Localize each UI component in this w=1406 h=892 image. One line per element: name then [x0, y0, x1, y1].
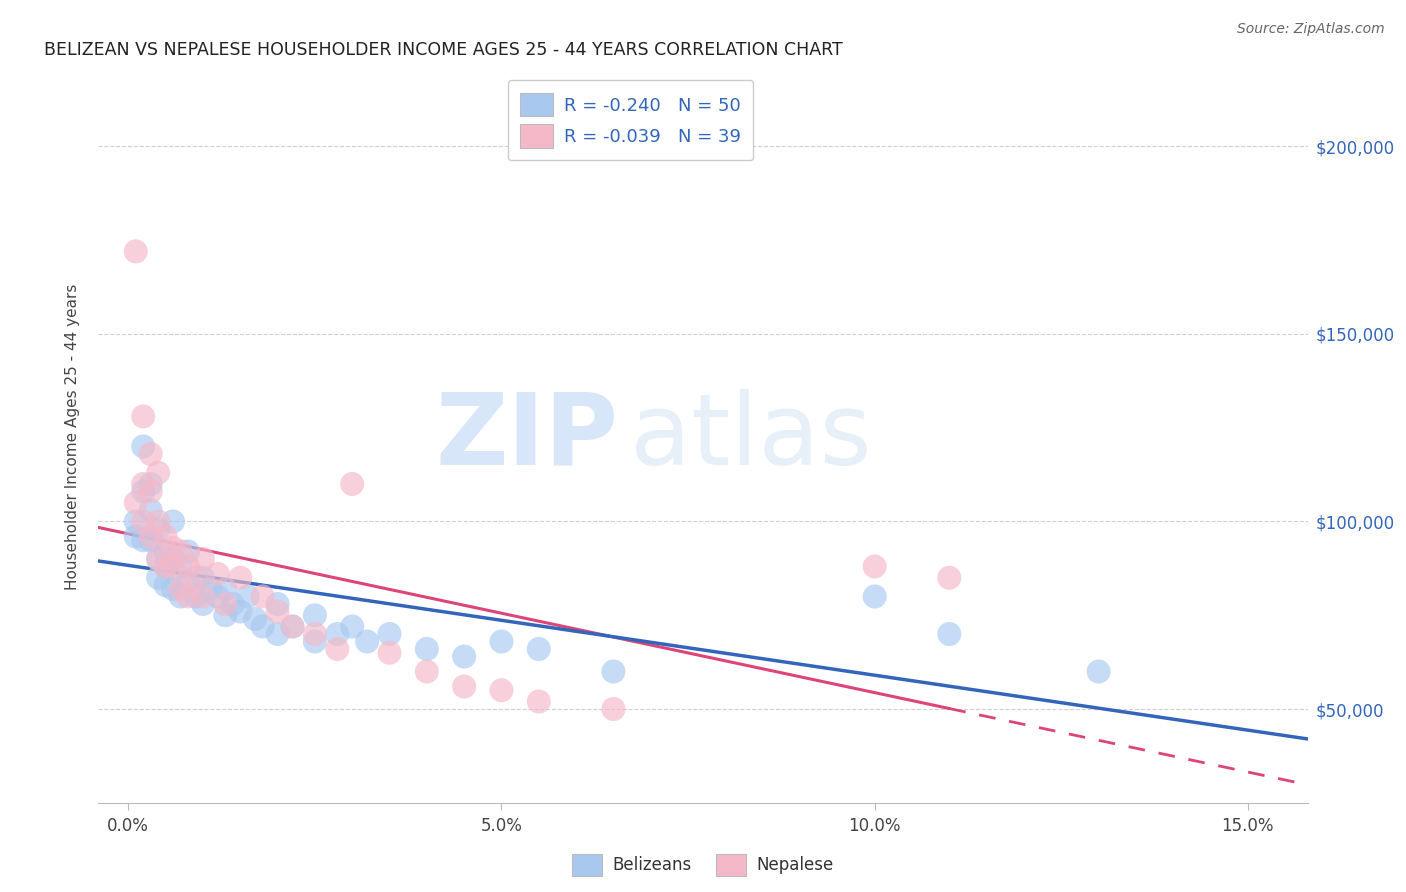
Point	[416, 665, 439, 679]
Point	[416, 642, 439, 657]
Point	[184, 571, 207, 585]
Point	[162, 552, 184, 566]
Point	[191, 597, 214, 611]
Point	[139, 503, 162, 517]
Point	[863, 559, 886, 574]
Point	[146, 552, 169, 566]
Point	[491, 683, 513, 698]
Legend: Belizeans, Nepalese: Belizeans, Nepalese	[565, 847, 841, 882]
Point	[453, 649, 475, 664]
Point	[602, 702, 624, 716]
Point	[191, 552, 214, 566]
Point	[326, 627, 349, 641]
Point	[304, 627, 326, 641]
Point	[266, 627, 288, 641]
Point	[169, 559, 191, 574]
Point	[162, 515, 184, 529]
Point	[527, 642, 550, 657]
Point	[214, 582, 236, 596]
Point	[177, 544, 200, 558]
Point	[938, 571, 960, 585]
Point	[146, 466, 169, 480]
Point	[162, 541, 184, 555]
Point	[146, 571, 169, 585]
Point	[162, 559, 184, 574]
Point	[169, 590, 191, 604]
Point	[214, 608, 236, 623]
Point	[146, 515, 169, 529]
Point	[132, 484, 155, 499]
Point	[207, 566, 229, 581]
Point	[252, 619, 274, 633]
Point	[191, 590, 214, 604]
Point	[169, 582, 191, 596]
Point	[155, 559, 177, 574]
Point	[132, 477, 155, 491]
Point	[132, 440, 155, 454]
Point	[139, 533, 162, 548]
Point	[304, 608, 326, 623]
Point	[125, 529, 148, 543]
Point	[863, 590, 886, 604]
Point	[139, 484, 162, 499]
Point	[125, 496, 148, 510]
Point	[222, 597, 245, 611]
Point	[200, 582, 222, 596]
Point	[491, 634, 513, 648]
Point	[155, 544, 177, 558]
Point	[340, 477, 363, 491]
Text: BELIZEAN VS NEPALESE HOUSEHOLDER INCOME AGES 25 - 44 YEARS CORRELATION CHART: BELIZEAN VS NEPALESE HOUSEHOLDER INCOME …	[44, 41, 842, 59]
Point	[340, 619, 363, 633]
Point	[243, 612, 266, 626]
Point	[155, 529, 177, 543]
Point	[132, 515, 155, 529]
Point	[378, 627, 401, 641]
Point	[139, 447, 162, 461]
Point	[266, 597, 288, 611]
Point	[169, 544, 191, 558]
Point	[527, 694, 550, 708]
Point	[155, 559, 177, 574]
Text: Source: ZipAtlas.com: Source: ZipAtlas.com	[1237, 22, 1385, 37]
Point	[177, 574, 200, 589]
Text: atlas: atlas	[630, 389, 872, 485]
Point	[177, 559, 200, 574]
Point	[1087, 665, 1109, 679]
Point	[378, 646, 401, 660]
Point	[132, 533, 155, 548]
Point	[155, 578, 177, 592]
Point	[602, 665, 624, 679]
Point	[304, 634, 326, 648]
Point	[162, 582, 184, 596]
Point	[177, 590, 200, 604]
Point	[207, 590, 229, 604]
Point	[191, 571, 214, 585]
Point	[146, 552, 169, 566]
Point	[139, 477, 162, 491]
Point	[252, 590, 274, 604]
Point	[356, 634, 378, 648]
Point	[236, 590, 259, 604]
Point	[139, 529, 162, 543]
Point	[453, 680, 475, 694]
Point	[266, 605, 288, 619]
Point	[146, 522, 169, 536]
Point	[125, 244, 148, 259]
Text: ZIP: ZIP	[436, 389, 619, 485]
Point	[214, 597, 236, 611]
Point	[281, 619, 304, 633]
Point	[229, 605, 252, 619]
Point	[229, 571, 252, 585]
Point	[132, 409, 155, 424]
Y-axis label: Householder Income Ages 25 - 44 years: Householder Income Ages 25 - 44 years	[65, 284, 80, 591]
Point	[125, 515, 148, 529]
Point	[938, 627, 960, 641]
Point	[326, 642, 349, 657]
Point	[184, 590, 207, 604]
Point	[281, 619, 304, 633]
